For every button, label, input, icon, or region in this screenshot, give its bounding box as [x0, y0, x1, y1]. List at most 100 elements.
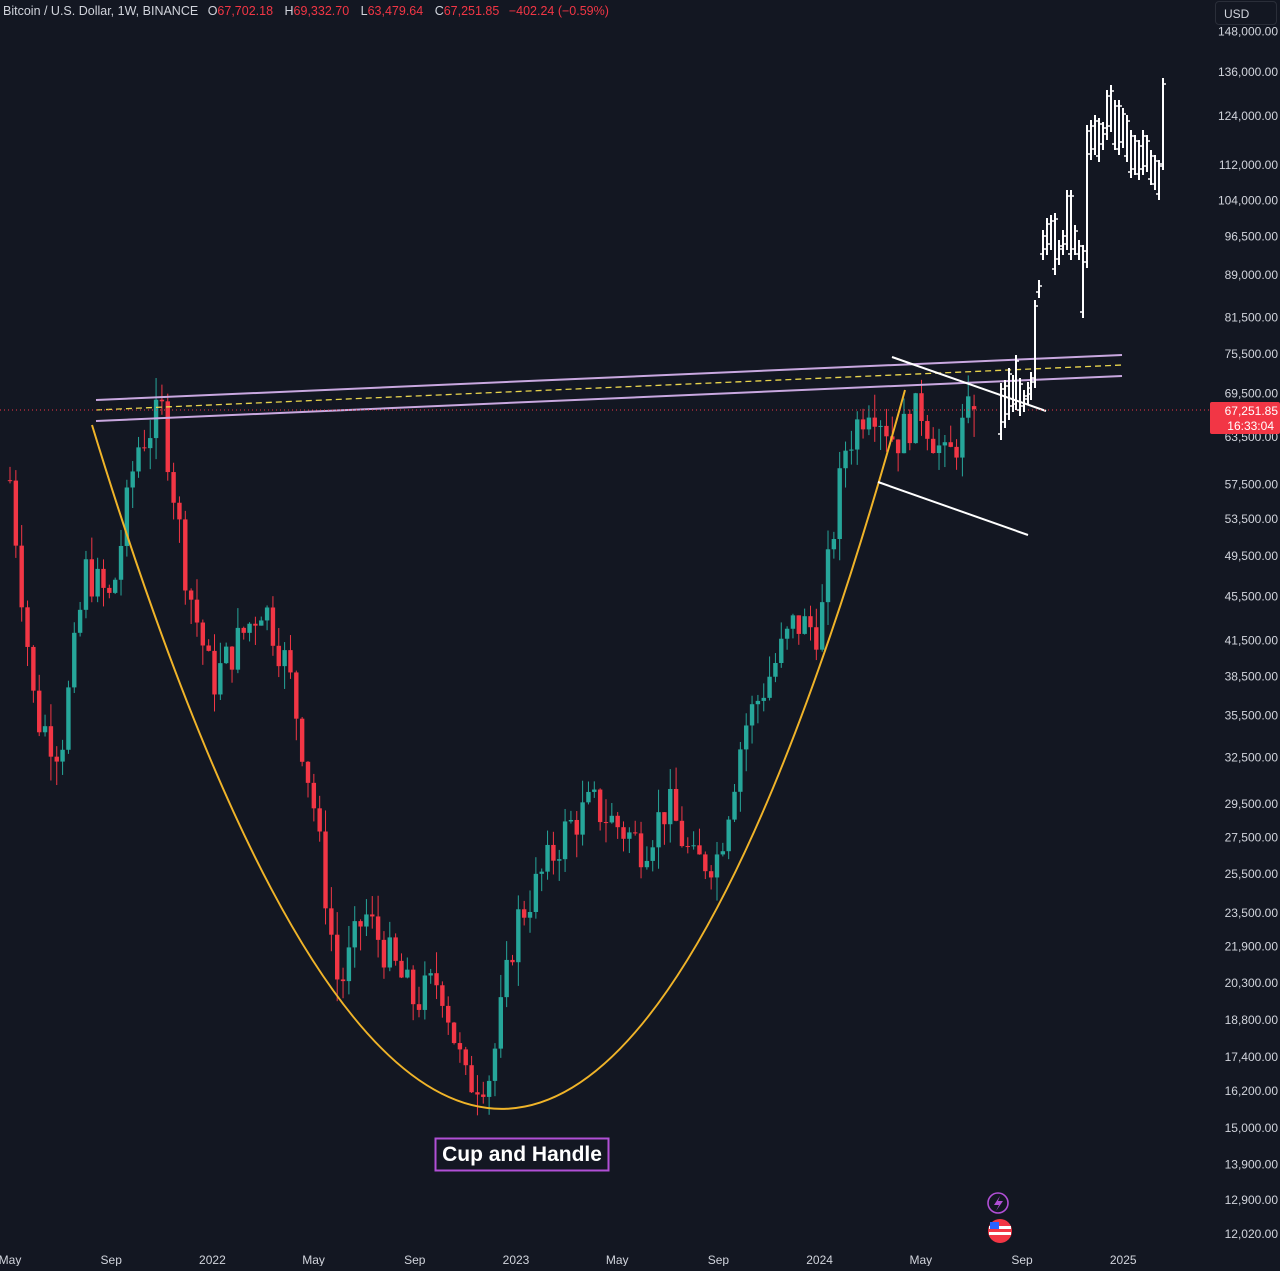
candle-body [738, 749, 743, 792]
candle-body [264, 607, 270, 621]
time-tick-label: 2025 [1110, 1253, 1137, 1266]
candle-body [837, 468, 842, 540]
candle-body [919, 393, 924, 422]
candle-body [825, 549, 831, 603]
candle-body [101, 568, 106, 588]
high-label: H [284, 4, 294, 18]
candle-body [446, 1005, 451, 1023]
close-label: C [434, 4, 444, 18]
time-tick-label: May [0, 1253, 21, 1266]
price-tick-label: 12,020.00 [1225, 1227, 1279, 1241]
channel-midline [95, 364, 1123, 411]
candle-body [31, 646, 36, 691]
candle-body [37, 690, 42, 733]
candle-body [352, 921, 357, 948]
candle-body [609, 815, 615, 823]
price-tick-label: 23,500.00 [1225, 906, 1279, 920]
candle-body [294, 672, 299, 719]
candle-body [954, 446, 959, 458]
candle-body [510, 959, 515, 963]
candle-body [562, 821, 568, 860]
candle-body [539, 871, 544, 874]
time-tick-label: Sep [101, 1253, 123, 1266]
time-tick-label: Sep [404, 1253, 426, 1266]
candle-body [603, 822, 609, 824]
candle-body [270, 607, 276, 646]
candle-body [901, 413, 907, 454]
time-tick-label: May [606, 1253, 629, 1266]
candle-body [551, 844, 556, 861]
candle-body [971, 406, 977, 410]
candle-body [732, 791, 737, 820]
candle-body [416, 1004, 422, 1010]
candle-body [796, 615, 801, 634]
candle-body [451, 1022, 457, 1044]
candle-body [930, 438, 936, 454]
candle-body [860, 419, 866, 430]
candle-body [802, 616, 807, 634]
price-tick-label: 13,900.00 [1225, 1157, 1279, 1171]
candle-body [878, 425, 883, 427]
price-tick-label: 148,000.00 [1218, 25, 1278, 39]
bar-countdown: 16:33:04 [1227, 419, 1274, 433]
candle-body [545, 844, 550, 872]
candle-body [364, 914, 369, 927]
candle-body [7, 480, 13, 482]
price-tick-label: 104,000.00 [1218, 193, 1278, 207]
candle-body [516, 909, 521, 963]
candle-body [615, 815, 620, 828]
symbol-legend: Bitcoin / U.S. Dollar, 1W, BINANCE O67,7… [3, 4, 609, 18]
candle-body [247, 623, 252, 633]
candle-body [399, 960, 404, 978]
candle-body [697, 845, 702, 855]
candle-body [773, 663, 778, 677]
candle-body [849, 449, 854, 451]
candle-body [422, 975, 428, 1010]
candle-body [597, 789, 603, 823]
candle-body [568, 819, 574, 822]
candle-body [218, 663, 223, 695]
candle-body [89, 559, 95, 597]
candle-body [650, 847, 655, 861]
candle-body [784, 628, 790, 639]
price-tick-label: 124,000.00 [1218, 109, 1278, 123]
last-price-tag-value: 67,251.85 [1225, 404, 1279, 418]
candle-body [521, 909, 527, 918]
price-tick-label: 35,500.00 [1225, 708, 1279, 722]
price-tick-label: 53,500.00 [1225, 512, 1279, 526]
price-tick-label: 41,500.00 [1225, 634, 1279, 648]
candle-body [112, 579, 118, 593]
candle-body [370, 914, 375, 917]
candle-body [83, 559, 89, 610]
candle-body [679, 820, 685, 847]
candle-body [276, 645, 281, 667]
candle-body [761, 697, 766, 701]
candle-body [872, 417, 877, 427]
change-value: −402.24 (−0.59%) [508, 4, 609, 18]
candle-body [708, 871, 714, 878]
candle-body [311, 782, 317, 809]
candle-body [457, 1043, 463, 1050]
close-value: 67,251.85 [443, 4, 500, 18]
price-tick-label: 57,500.00 [1225, 477, 1279, 491]
candle-body [340, 979, 346, 982]
time-tick-label: 2024 [806, 1253, 833, 1266]
us-flag-event-icon [988, 1219, 1012, 1243]
price-tick-label: 15,000.00 [1225, 1121, 1279, 1135]
candle-body [48, 726, 54, 757]
price-tick-label: 112,000.00 [1219, 158, 1278, 172]
candle-body [913, 393, 918, 444]
price-tick-label: 21,900.00 [1225, 940, 1279, 954]
channel-lower-line [95, 375, 1123, 422]
candle-body [855, 419, 860, 450]
candle-body [288, 650, 293, 673]
currency-button[interactable]: USD [1215, 1, 1277, 25]
candle-body [627, 832, 632, 839]
low-value: 63,479.64 [367, 4, 424, 18]
candle-body [434, 973, 439, 986]
candle-body [621, 827, 626, 839]
candle-body [814, 627, 819, 650]
candle-body [428, 973, 433, 976]
